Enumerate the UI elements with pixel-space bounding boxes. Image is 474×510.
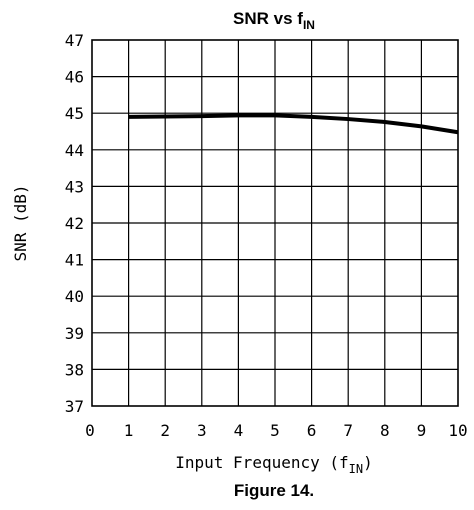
plot-frame: [91, 39, 459, 407]
y-tick-labels: 37 38 39 40 41 42 43 44 45 46 47: [65, 31, 84, 416]
y-tick-label-2: 39: [65, 324, 84, 343]
y-tick-label-5: 42: [65, 214, 84, 233]
y-tick-label-10: 47: [65, 31, 84, 50]
series-line-0: [128, 113, 459, 135]
x-tick-label-8: 8: [380, 421, 390, 440]
x-tick-label-9: 9: [417, 421, 427, 440]
x-tick-label-0: 0: [85, 421, 95, 440]
y-tick-label-9: 46: [65, 68, 84, 87]
x-tick-label-7: 7: [343, 421, 353, 440]
chart-title-main: SNR vs f: [233, 9, 303, 28]
figure-caption: Figure 14.: [234, 481, 314, 500]
chart-title-subscript: IN: [303, 18, 315, 32]
x-tick-labels: 0 1 2 3 4 5 6 7 8 9 10: [85, 421, 467, 440]
x-axis-label: Input Frequency (fIN): [175, 453, 372, 476]
y-axis-label: SNR (dB): [11, 184, 30, 261]
x-tick-label-6: 6: [307, 421, 317, 440]
series-group: [128, 113, 459, 135]
chart-title: SNR vs fIN: [233, 9, 315, 32]
y-tick-label-7: 44: [65, 141, 84, 160]
x-axis-label-subscript: IN: [349, 462, 363, 476]
x-tick-label-5: 5: [270, 421, 280, 440]
x-tick-label-4: 4: [234, 421, 244, 440]
grid: [92, 40, 458, 406]
y-tick-label-1: 38: [65, 360, 84, 379]
y-tick-label-0: 37: [65, 397, 84, 416]
x-tick-label-2: 2: [160, 421, 170, 440]
x-axis-label-close: ): [363, 453, 373, 472]
x-axis-label-main: Input Frequency (f: [175, 453, 348, 472]
y-tick-label-8: 45: [65, 104, 84, 123]
y-tick-label-4: 41: [65, 251, 84, 270]
x-tick-label-10: 10: [448, 421, 467, 440]
y-tick-label-6: 43: [65, 177, 84, 196]
x-tick-label-3: 3: [197, 421, 207, 440]
y-tick-label-3: 40: [65, 287, 84, 306]
x-tick-label-1: 1: [124, 421, 134, 440]
